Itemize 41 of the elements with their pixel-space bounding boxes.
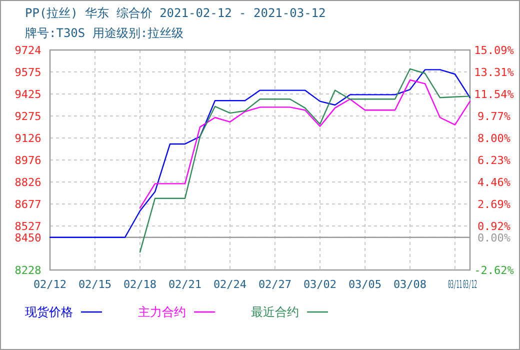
y-tick-label: 8677 [14,198,42,211]
x-tick-label: 03/02 [303,278,337,291]
x-tick-label: 02/27 [258,278,292,291]
y-tick-label: 8450 [14,231,42,244]
x-tick-label: 03/11 [448,278,462,291]
y-tick-label: 9575 [14,66,42,79]
x-tick-label: 03/12 [462,278,478,291]
y-tick-label: 9425 [14,88,42,101]
y2-tick-label: 2.69% [477,198,511,212]
y-tick-label: 9724 [14,44,42,57]
x-tick-label: 03/08 [393,278,427,291]
chart-title: PP(拉丝) 华东 综合价 2021-02-12 - 2021-03-12 [25,6,326,20]
y2-tick-label: 15.09% [474,44,514,57]
x-tick-label: 02/12 [33,278,67,291]
x-tick-label: 02/21 [168,278,202,291]
y2-tick-label: 13.31% [474,66,514,80]
y2-tick-label: 0.00% [477,231,511,244]
chart-subtitle: 牌号:T30S 用途级别:拉丝级 [25,26,184,40]
y2-tick-label: 0.92% [477,220,511,234]
y2-tick-label: -2.62% [474,264,514,277]
legend-label: 最近合约 [251,305,299,319]
y-tick-label: 8976 [14,154,42,167]
line-series [139,68,471,253]
y2-tick-label: 8.00% [477,132,511,146]
line-series [139,79,471,209]
y-tick-label: 8826 [14,176,42,190]
x-tick-label: 02/24 [213,278,247,291]
y2-tick-label: 6.23% [477,154,511,168]
y2-tick-label: 11.54% [474,88,514,102]
line-series [49,69,471,238]
x-tick-label: 03/05 [348,278,382,291]
legend-label: 现货价格 [25,305,73,319]
x-tick-label: 02/15 [78,278,112,291]
y-tick-label: 9275 [14,110,42,124]
y-tick-label: 8228 [14,264,42,277]
y2-tick-label: 9.77% [477,110,511,124]
y-tick-label: 8527 [14,220,42,234]
y2-tick-label: 4.46% [477,176,511,190]
legend-label: 主力合约 [138,305,186,319]
y-tick-label: 9126 [14,132,42,145]
x-tick-label: 02/18 [123,278,157,291]
